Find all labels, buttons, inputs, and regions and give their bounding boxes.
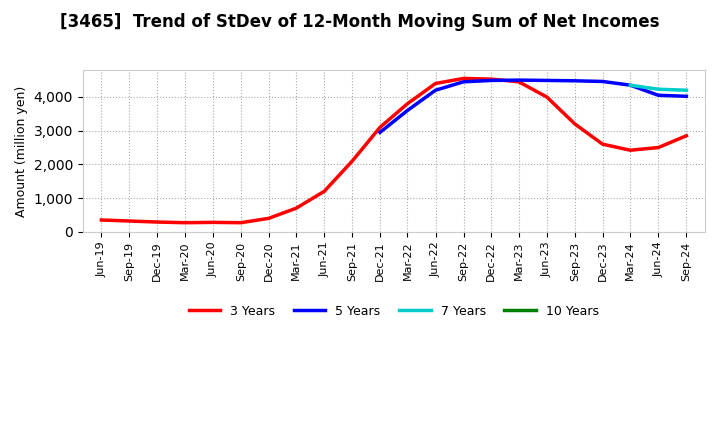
Y-axis label: Amount (million yen): Amount (million yen) <box>15 85 28 216</box>
Line: 7 Years: 7 Years <box>630 85 686 90</box>
Line: 3 Years: 3 Years <box>102 78 686 223</box>
Text: [3465]  Trend of StDev of 12-Month Moving Sum of Net Incomes: [3465] Trend of StDev of 12-Month Moving… <box>60 13 660 31</box>
Legend: 3 Years, 5 Years, 7 Years, 10 Years: 3 Years, 5 Years, 7 Years, 10 Years <box>184 300 603 323</box>
Line: 5 Years: 5 Years <box>380 80 686 132</box>
